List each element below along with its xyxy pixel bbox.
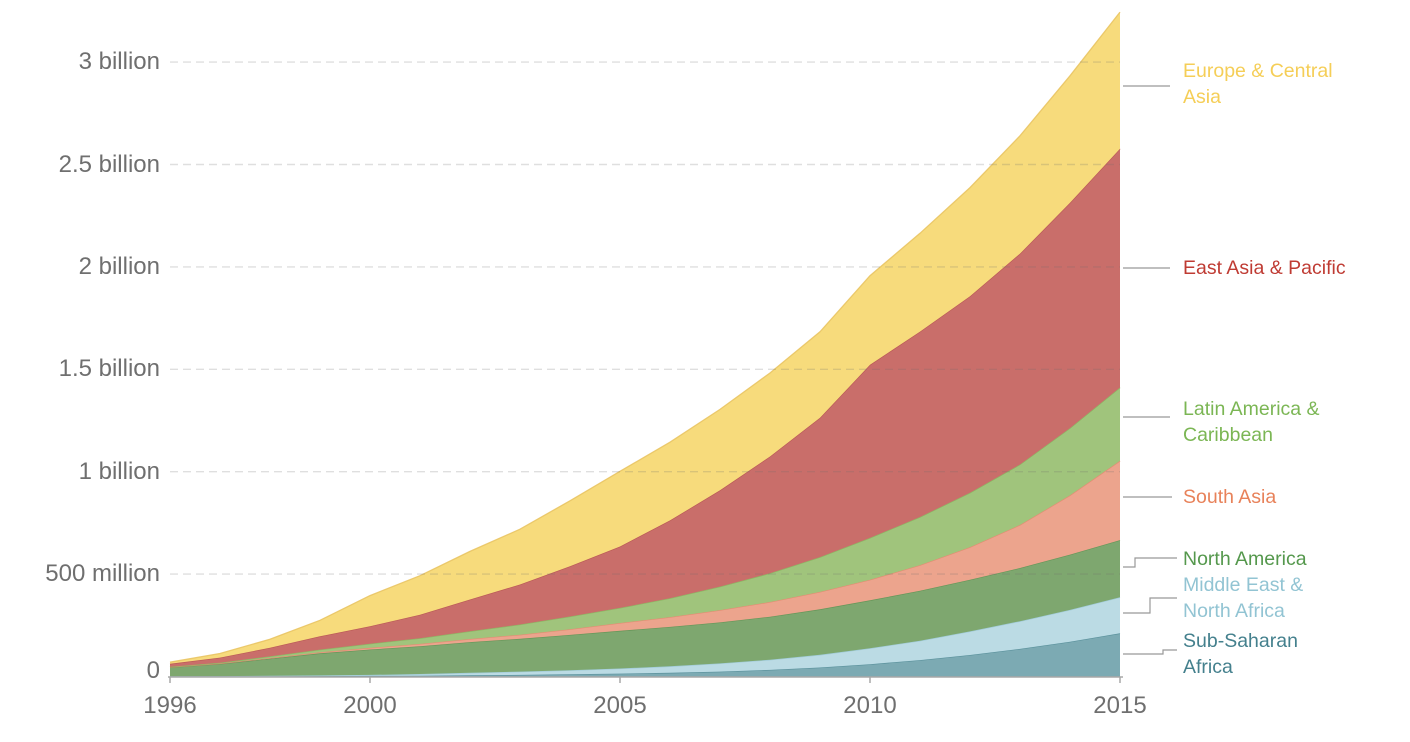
legend-label-sub-saharan-africa[interactable]: Sub-Saharan Africa — [1183, 628, 1407, 680]
x-axis-label-2000: 2000 — [343, 692, 397, 719]
legend-label-line: North Africa — [1183, 600, 1285, 622]
area-middle-east-north-africa[interactable] — [170, 597, 1120, 677]
y-axis-label-2-billion: 2 billion — [78, 252, 160, 280]
area-north-america[interactable] — [170, 540, 1120, 677]
y-axis-label-1-5-billion: 1.5 billion — [58, 355, 160, 383]
y-axis-label-1-billion: 1 billion — [78, 457, 160, 485]
x-axis-label-2005: 2005 — [593, 692, 647, 719]
legend-label-east-asia-pacific[interactable]: East Asia & Pacific — [1183, 255, 1407, 281]
legend-connector-middle-east-north-africa — [1123, 597, 1177, 614]
legend-label-line: Middle East & — [1183, 574, 1304, 596]
y-axis-label-3-billion: 3 billion — [78, 48, 160, 76]
x-axis-label-1996: 1996 — [143, 692, 197, 719]
legend-label-north-america[interactable]: North America — [1183, 546, 1407, 572]
legend-connector-sub-saharan-africa — [1123, 649, 1177, 655]
y-axis-label-500-million: 500 million — [45, 560, 160, 588]
area-latin-america-caribbean[interactable] — [170, 387, 1120, 668]
x-axis-label-2010: 2010 — [843, 692, 897, 719]
legend-label-middle-east-north-africa[interactable]: Middle East & North Africa — [1183, 572, 1407, 624]
area-east-asia-pacific[interactable] — [170, 148, 1120, 667]
area-top-edge-europe-central-asia — [169, 11, 1121, 663]
legend-label-line: Europe & Central — [1183, 60, 1333, 82]
legend-label-line: North America — [1183, 548, 1307, 570]
legend-label-line: Sub-Saharan — [1183, 630, 1298, 652]
legend-label-line: Caribbean — [1183, 424, 1273, 446]
y-axis-label-2-5-billion: 2.5 billion — [58, 150, 160, 178]
area-sub-saharan-africa[interactable] — [170, 633, 1120, 677]
legend-label-line: East Asia & Pacific — [1183, 257, 1346, 279]
legend-label-line: Asia — [1183, 86, 1221, 108]
area-south-asia[interactable] — [170, 460, 1120, 668]
legend-label-line: Latin America & — [1183, 398, 1320, 420]
y-axis-label-0: 0 — [146, 657, 160, 684]
legend-label-line: South Asia — [1183, 486, 1277, 508]
x-axis-label-2015: 2015 — [1093, 692, 1147, 719]
legend-connector-north-america — [1123, 557, 1177, 568]
legend-label-europe-central-asia[interactable]: Europe & Central Asia — [1183, 58, 1407, 110]
legend-label-south-asia[interactable]: South Asia — [1183, 484, 1407, 510]
legend-label-line: Africa — [1183, 656, 1233, 678]
legend-label-latin-america-caribbean[interactable]: Latin America & Caribbean — [1183, 396, 1407, 448]
